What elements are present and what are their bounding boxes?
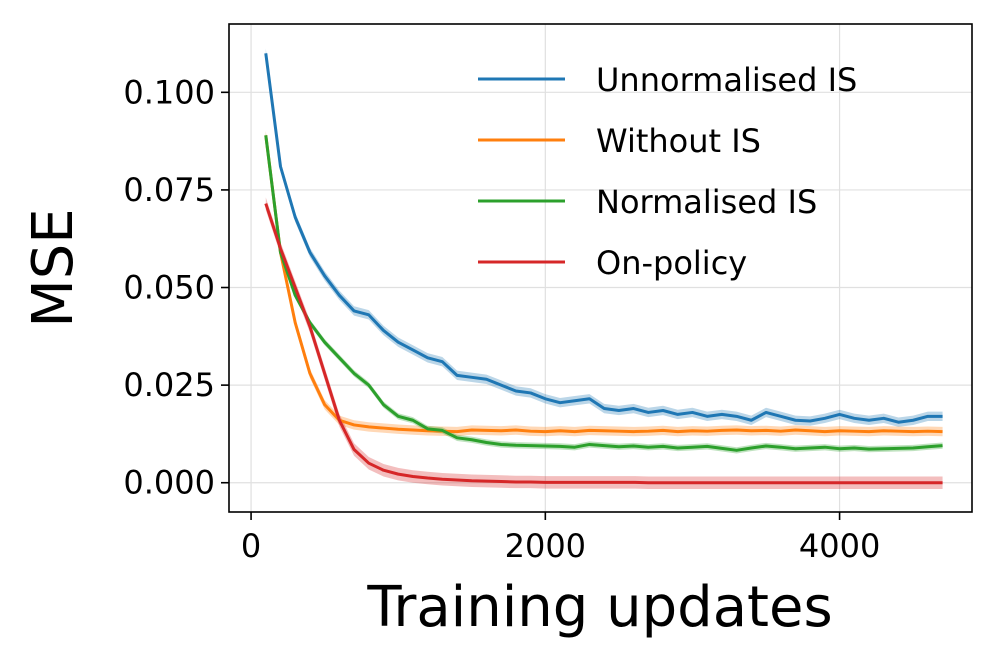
- axis-ticks: 0 2000 4000 0.000 0.025 0.050 0.075 0.100: [123, 73, 880, 565]
- x-tick-label: 4000: [799, 527, 880, 565]
- y-tick-label: 0.100: [123, 73, 215, 111]
- y-axis-title: MSE: [21, 208, 86, 327]
- legend-label-3: On-policy: [596, 244, 747, 282]
- x-tick-label: 0: [241, 527, 261, 565]
- x-tick-label: 2000: [505, 527, 586, 565]
- series-lines: [264, 53, 943, 485]
- y-tick-label: 0.000: [123, 464, 215, 502]
- legend-label-1: Without IS: [596, 122, 761, 160]
- series-line-3: [264, 203, 943, 485]
- plot-area-frame: [228, 23, 973, 513]
- x-axis-title: Training updates: [366, 575, 832, 640]
- series-line-1: [264, 135, 943, 434]
- series-line-2: [264, 135, 943, 452]
- legend: Unnormalised IS Without IS Normalised IS On…: [478, 61, 857, 282]
- legend-label-2: Normalised IS: [596, 183, 817, 221]
- y-tick-label: 0.025: [123, 366, 215, 404]
- y-tick-label: 0.075: [123, 171, 215, 209]
- series-line-0: [264, 53, 943, 424]
- legend-label-0: Unnormalised IS: [596, 61, 857, 99]
- y-tick-label: 0.050: [123, 269, 215, 307]
